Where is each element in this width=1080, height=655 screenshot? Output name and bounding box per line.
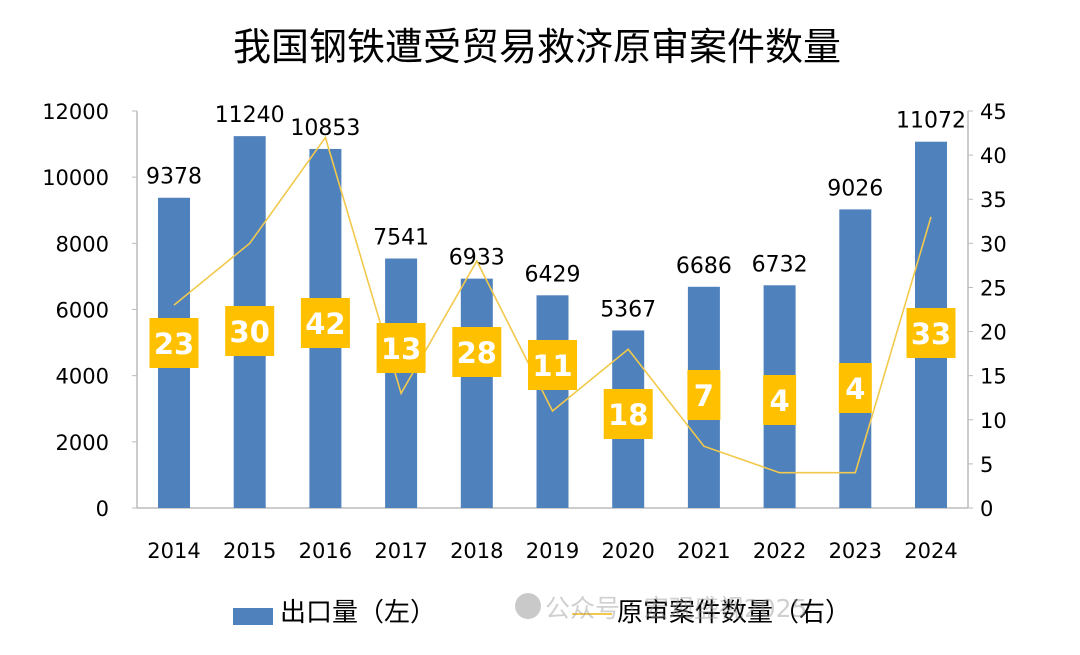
bar-value-label: 5367	[600, 297, 656, 322]
line-value-label: 33	[911, 317, 951, 351]
bar-value-label: 6686	[676, 254, 732, 279]
bar	[460, 278, 493, 508]
right-tick-label: 45	[980, 100, 1007, 124]
bar-value-label: 11072	[896, 109, 966, 134]
x-tick-label: 2019	[526, 539, 579, 563]
line-value-box	[603, 389, 653, 439]
chart-title: 我国钢铁遭受贸易救济原审案件数量	[233, 25, 841, 69]
bar-value-label: 6933	[449, 246, 505, 271]
watermark-text: 公众号 · 宏观盛视2025	[545, 594, 807, 623]
line-value-label: 4	[770, 384, 790, 418]
bar-value-label: 6732	[752, 252, 808, 277]
line-value-label: 28	[457, 336, 497, 370]
legend-label-bar: 出口量（左）	[280, 598, 436, 628]
x-tick-label: 2022	[753, 539, 806, 563]
x-tick-label: 2024	[904, 539, 957, 563]
right-tick-label: 30	[980, 232, 1007, 256]
line-value-label: 7	[694, 379, 714, 413]
bar-value-label: 9026	[827, 176, 883, 201]
x-tick-label: 2017	[374, 539, 427, 563]
left-tick-label: 4000	[56, 365, 109, 389]
line-value-label: 23	[154, 327, 194, 361]
right-tick-label: 0	[980, 497, 993, 521]
bar-value-label: 6429	[525, 262, 581, 287]
x-tick-label: 2016	[299, 539, 352, 563]
right-tick-label: 25	[980, 276, 1007, 300]
bar-value-label: 11240	[215, 103, 285, 128]
line-value-box	[838, 363, 872, 413]
line-value-box	[687, 370, 721, 420]
right-tick-label: 5	[980, 453, 993, 477]
bar	[385, 258, 418, 508]
line-value-box	[763, 375, 797, 425]
line-value-label: 30	[230, 315, 270, 349]
watermark: 公众号 · 宏观盛视2025	[515, 593, 807, 623]
line-value-box	[528, 340, 577, 390]
right-tick-label: 35	[980, 188, 1007, 212]
left-tick-label: 2000	[56, 431, 109, 455]
line-series	[173, 135, 932, 474]
line-value-box	[300, 298, 350, 348]
x-tick-label: 2023	[829, 539, 882, 563]
x-tick-label: 2015	[223, 539, 276, 563]
right-tick-label: 10	[980, 409, 1007, 433]
left-tick-label: 0	[96, 497, 109, 521]
legend-label-line: 原审案件数量（右）	[617, 598, 851, 628]
bar-value-label: 7541	[373, 226, 429, 251]
x-tick-label: 2014	[147, 539, 200, 563]
line-value-label: 42	[305, 307, 345, 341]
x-tick-label: 2018	[450, 539, 503, 563]
line-value-box	[906, 308, 956, 358]
line-value-box	[149, 318, 199, 368]
legend: 出口量（左） 原审案件数量（右）	[233, 598, 851, 628]
left-tick-label: 10000	[42, 166, 109, 190]
line-value-label: 4	[845, 372, 865, 406]
left-tick-label: 8000	[56, 232, 109, 256]
line-value-label: 13	[381, 332, 421, 366]
left-tick-label: 12000	[42, 100, 109, 124]
line-value-box	[452, 327, 502, 377]
line-value-label: 11	[532, 349, 572, 383]
right-tick-label: 40	[980, 144, 1007, 168]
bar-value-label: 9378	[146, 165, 202, 190]
left-tick-label: 6000	[56, 299, 109, 323]
right-tick-label: 15	[980, 365, 1007, 389]
line-value-label: 18	[608, 398, 648, 432]
legend-swatch-bar	[233, 608, 273, 625]
bar	[839, 209, 872, 508]
wechat-icon	[515, 593, 541, 619]
line-value-box	[376, 323, 426, 373]
x-tick-label: 2020	[601, 539, 654, 563]
line-value-box	[225, 306, 275, 356]
right-tick-label: 20	[980, 321, 1007, 345]
x-tick-label: 2021	[677, 539, 730, 563]
